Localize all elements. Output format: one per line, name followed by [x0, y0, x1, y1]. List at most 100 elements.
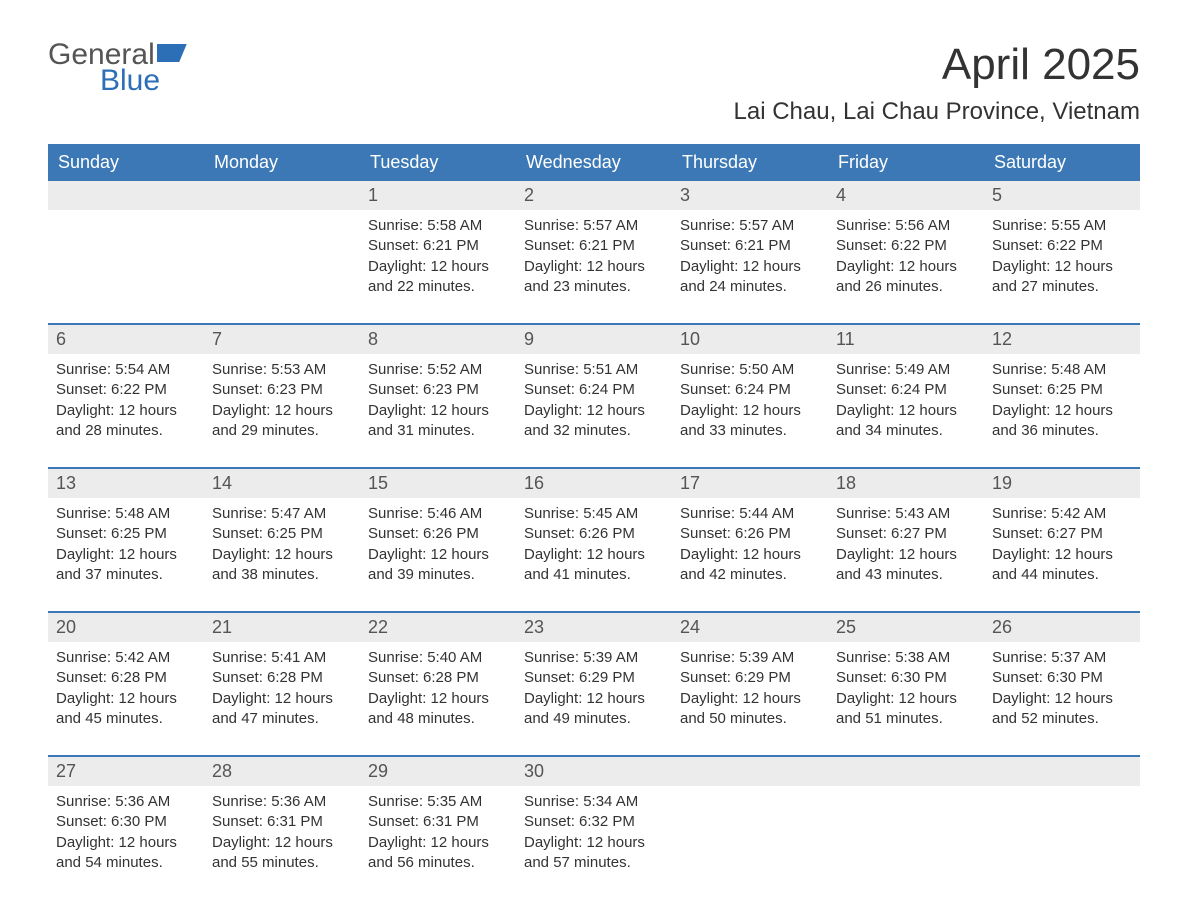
daylight-line: Daylight: 12 hours and 55 minutes.: [212, 833, 352, 874]
dow-friday: Friday: [828, 144, 984, 181]
sunrise-line: Sunrise: 5:48 AM: [56, 504, 196, 524]
sunset-line: Sunset: 6:25 PM: [992, 380, 1132, 400]
daylight-line: Daylight: 12 hours and 45 minutes.: [56, 689, 196, 730]
sunset-line: Sunset: 6:30 PM: [836, 668, 976, 688]
day-cell: Sunrise: 5:43 AMSunset: 6:27 PMDaylight:…: [828, 498, 984, 611]
sunset-line: Sunset: 6:22 PM: [836, 236, 976, 256]
empty-day-cell: [984, 786, 1140, 899]
day-number: 5: [984, 181, 1140, 210]
day-cell: Sunrise: 5:41 AMSunset: 6:28 PMDaylight:…: [204, 642, 360, 755]
sunset-line: Sunset: 6:26 PM: [524, 524, 664, 544]
sunrise-line: Sunrise: 5:57 AM: [524, 216, 664, 236]
day-cell: Sunrise: 5:36 AMSunset: 6:30 PMDaylight:…: [48, 786, 204, 899]
location-subtitle: Lai Chau, Lai Chau Province, Vietnam: [734, 98, 1140, 126]
sunrise-line: Sunrise: 5:56 AM: [836, 216, 976, 236]
day-cell: Sunrise: 5:52 AMSunset: 6:23 PMDaylight:…: [360, 354, 516, 467]
sunset-line: Sunset: 6:29 PM: [524, 668, 664, 688]
sunrise-line: Sunrise: 5:53 AM: [212, 360, 352, 380]
sunset-line: Sunset: 6:21 PM: [368, 236, 508, 256]
day-cell: Sunrise: 5:40 AMSunset: 6:28 PMDaylight:…: [360, 642, 516, 755]
brand-logo: General Blue: [48, 40, 187, 96]
sunset-line: Sunset: 6:27 PM: [992, 524, 1132, 544]
daylight-line: Daylight: 12 hours and 38 minutes.: [212, 545, 352, 586]
sunrise-line: Sunrise: 5:42 AM: [992, 504, 1132, 524]
day-cell: Sunrise: 5:46 AMSunset: 6:26 PMDaylight:…: [360, 498, 516, 611]
flag-icon: [157, 44, 187, 62]
sunset-line: Sunset: 6:31 PM: [368, 812, 508, 832]
empty-day-cell: [48, 210, 204, 323]
sunrise-line: Sunrise: 5:49 AM: [836, 360, 976, 380]
day-number: 10: [672, 325, 828, 354]
empty-day-number: [672, 757, 828, 786]
day-cell: Sunrise: 5:42 AMSunset: 6:28 PMDaylight:…: [48, 642, 204, 755]
weeks-container: 12345Sunrise: 5:58 AMSunset: 6:21 PMDayl…: [48, 181, 1140, 899]
sunset-line: Sunset: 6:29 PM: [680, 668, 820, 688]
daylight-line: Daylight: 12 hours and 34 minutes.: [836, 401, 976, 442]
header-bar: General Blue April 2025 Lai Chau, Lai Ch…: [48, 40, 1140, 126]
brand-text: General Blue: [48, 40, 187, 96]
empty-day-number: [204, 181, 360, 210]
day-cell: Sunrise: 5:48 AMSunset: 6:25 PMDaylight:…: [984, 354, 1140, 467]
dow-tuesday: Tuesday: [360, 144, 516, 181]
daylight-line: Daylight: 12 hours and 26 minutes.: [836, 257, 976, 298]
daylight-line: Daylight: 12 hours and 41 minutes.: [524, 545, 664, 586]
day-number: 7: [204, 325, 360, 354]
daylight-line: Daylight: 12 hours and 49 minutes.: [524, 689, 664, 730]
day-cell: Sunrise: 5:35 AMSunset: 6:31 PMDaylight:…: [360, 786, 516, 899]
sunset-line: Sunset: 6:25 PM: [56, 524, 196, 544]
day-cell: Sunrise: 5:56 AMSunset: 6:22 PMDaylight:…: [828, 210, 984, 323]
week-body-row: Sunrise: 5:42 AMSunset: 6:28 PMDaylight:…: [48, 642, 1140, 755]
daylight-line: Daylight: 12 hours and 28 minutes.: [56, 401, 196, 442]
daylight-line: Daylight: 12 hours and 32 minutes.: [524, 401, 664, 442]
day-number: 22: [360, 613, 516, 642]
sunset-line: Sunset: 6:30 PM: [992, 668, 1132, 688]
sunset-line: Sunset: 6:30 PM: [56, 812, 196, 832]
sunrise-line: Sunrise: 5:55 AM: [992, 216, 1132, 236]
day-cell: Sunrise: 5:45 AMSunset: 6:26 PMDaylight:…: [516, 498, 672, 611]
sunrise-line: Sunrise: 5:39 AM: [680, 648, 820, 668]
sunrise-line: Sunrise: 5:45 AM: [524, 504, 664, 524]
day-number: 1: [360, 181, 516, 210]
sunrise-line: Sunrise: 5:41 AM: [212, 648, 352, 668]
daylight-line: Daylight: 12 hours and 51 minutes.: [836, 689, 976, 730]
dow-saturday: Saturday: [984, 144, 1140, 181]
day-cell: Sunrise: 5:57 AMSunset: 6:21 PMDaylight:…: [516, 210, 672, 323]
sunset-line: Sunset: 6:28 PM: [212, 668, 352, 688]
dow-monday: Monday: [204, 144, 360, 181]
sunrise-line: Sunrise: 5:47 AM: [212, 504, 352, 524]
brand-part2: Blue: [100, 66, 187, 96]
day-number: 21: [204, 613, 360, 642]
daylight-line: Daylight: 12 hours and 22 minutes.: [368, 257, 508, 298]
day-cell: Sunrise: 5:39 AMSunset: 6:29 PMDaylight:…: [516, 642, 672, 755]
day-number: 12: [984, 325, 1140, 354]
sunset-line: Sunset: 6:24 PM: [836, 380, 976, 400]
month-title: April 2025: [734, 40, 1140, 90]
sunrise-line: Sunrise: 5:36 AM: [212, 792, 352, 812]
daylight-line: Daylight: 12 hours and 57 minutes.: [524, 833, 664, 874]
empty-day-cell: [204, 210, 360, 323]
day-number: 26: [984, 613, 1140, 642]
day-number: 15: [360, 469, 516, 498]
day-number: 17: [672, 469, 828, 498]
day-cell: Sunrise: 5:34 AMSunset: 6:32 PMDaylight:…: [516, 786, 672, 899]
day-number: 30: [516, 757, 672, 786]
sunset-line: Sunset: 6:22 PM: [992, 236, 1132, 256]
week-body-row: Sunrise: 5:58 AMSunset: 6:21 PMDaylight:…: [48, 210, 1140, 323]
sunset-line: Sunset: 6:21 PM: [524, 236, 664, 256]
sunrise-line: Sunrise: 5:46 AM: [368, 504, 508, 524]
sunset-line: Sunset: 6:25 PM: [212, 524, 352, 544]
daylight-line: Daylight: 12 hours and 27 minutes.: [992, 257, 1132, 298]
week-daynum-row: 12345: [48, 181, 1140, 210]
title-block: April 2025 Lai Chau, Lai Chau Province, …: [734, 40, 1140, 126]
week-body-row: Sunrise: 5:54 AMSunset: 6:22 PMDaylight:…: [48, 354, 1140, 467]
daylight-line: Daylight: 12 hours and 54 minutes.: [56, 833, 196, 874]
dow-wednesday: Wednesday: [516, 144, 672, 181]
week-daynum-row: 20212223242526: [48, 611, 1140, 642]
sunrise-line: Sunrise: 5:54 AM: [56, 360, 196, 380]
day-cell: Sunrise: 5:47 AMSunset: 6:25 PMDaylight:…: [204, 498, 360, 611]
daylight-line: Daylight: 12 hours and 56 minutes.: [368, 833, 508, 874]
day-number: 11: [828, 325, 984, 354]
calendar: Sunday Monday Tuesday Wednesday Thursday…: [48, 144, 1140, 899]
daylight-line: Daylight: 12 hours and 37 minutes.: [56, 545, 196, 586]
day-cell: Sunrise: 5:44 AMSunset: 6:26 PMDaylight:…: [672, 498, 828, 611]
